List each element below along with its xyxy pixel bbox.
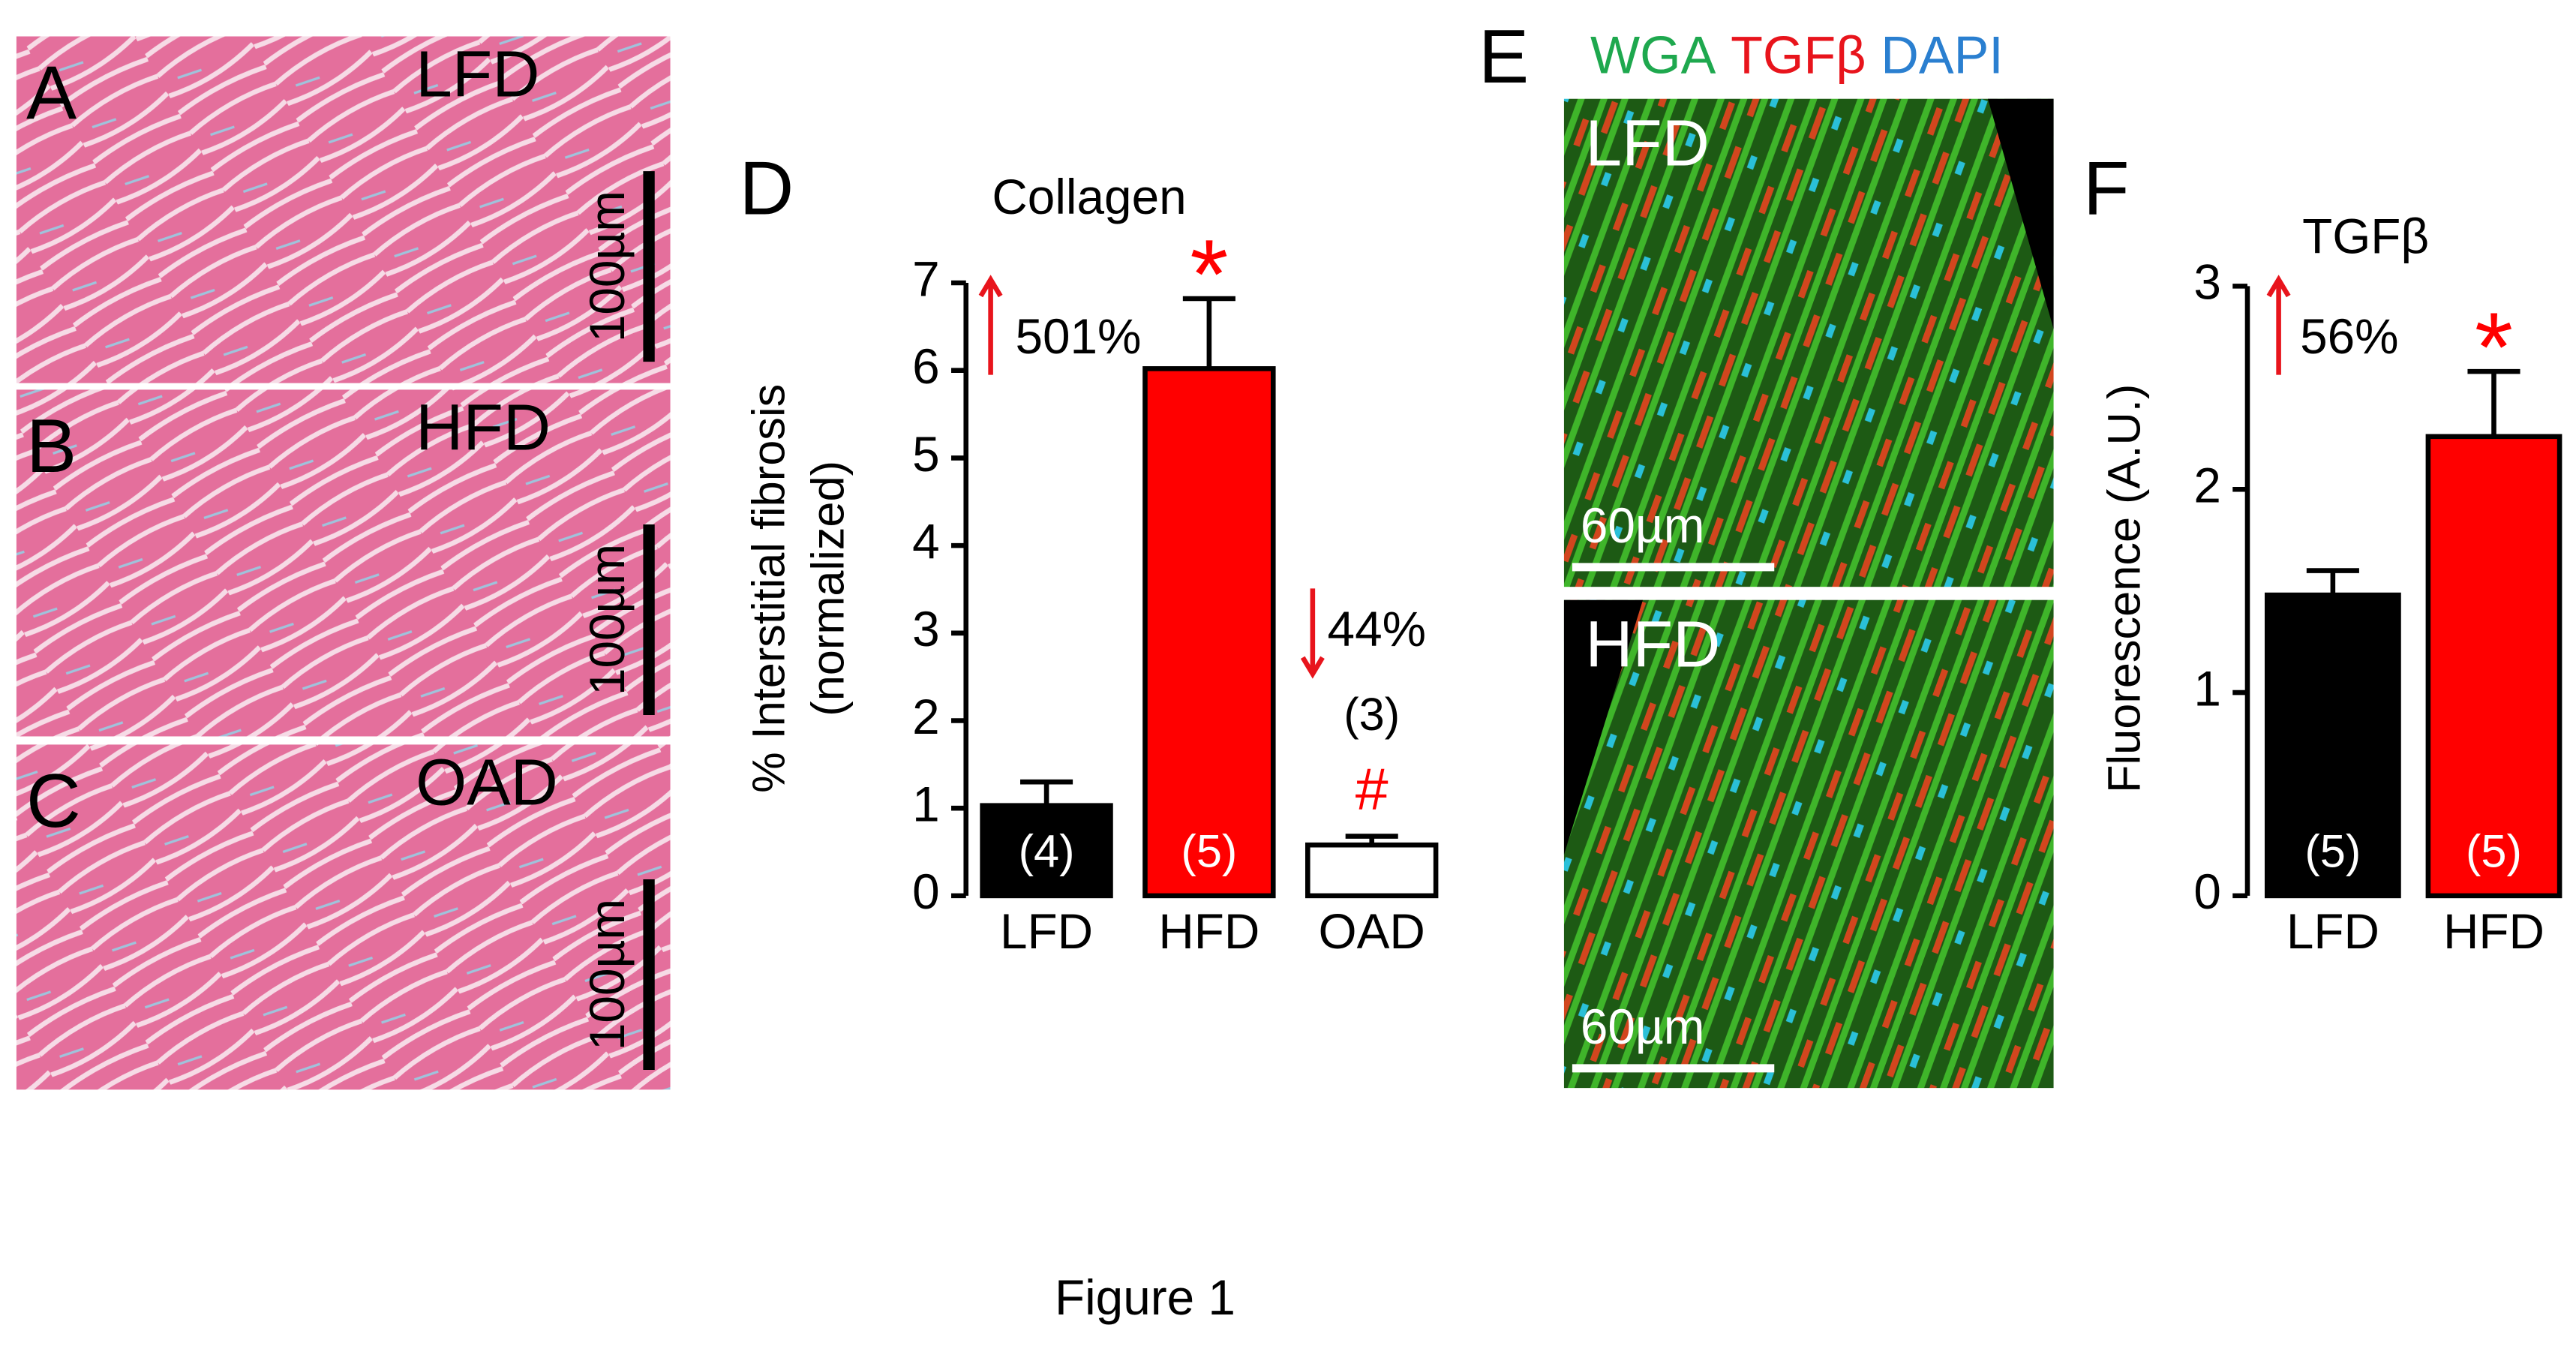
fluorescence-image — [1563, 599, 2054, 1089]
bar — [1305, 842, 1439, 899]
n-label: (3) — [1344, 688, 1400, 740]
stain-label: TGFβ — [1731, 26, 1866, 85]
panel-label: F — [2083, 146, 2130, 230]
y-tick-label: 7 — [912, 251, 940, 306]
n-label: (5) — [2304, 825, 2361, 876]
y-tick-label: 1 — [2193, 661, 2221, 716]
y-axis-label: Fluorescence (A.U.) — [2097, 384, 2149, 793]
x-tick-label: HFD — [1158, 904, 1259, 959]
x-tick-label: LFD — [2286, 904, 2379, 959]
y-tick-label: 3 — [2193, 255, 2221, 310]
bar — [2264, 592, 2401, 899]
y-tick-label: 5 — [912, 427, 940, 482]
fluorescence-image — [1563, 98, 2054, 587]
significance-mark: # — [1356, 756, 1389, 822]
change-arrowhead — [1300, 656, 1325, 679]
group-label: OAD — [416, 745, 558, 819]
panel-label: C — [26, 759, 81, 843]
stain-label: DAPI — [1881, 26, 2004, 85]
y-tick-label: 4 — [912, 514, 940, 569]
x-tick-label: HFD — [2443, 904, 2544, 959]
bar — [2425, 434, 2562, 899]
scale-bar-label: 60µm — [1581, 999, 1705, 1054]
scale-bar-label: 100µm — [580, 191, 635, 342]
scale-bar-label: 100µm — [580, 899, 635, 1050]
n-label: (5) — [1181, 825, 1237, 876]
panel-label: A — [26, 51, 77, 135]
significance-mark: * — [1190, 219, 1228, 329]
change-label: 501% — [1015, 309, 1141, 364]
y-tick-label: 2 — [2193, 458, 2221, 513]
bar — [1142, 366, 1276, 899]
chart-title: Collagen — [992, 170, 1186, 224]
y-tick-label: 3 — [912, 602, 940, 656]
change-label: 56% — [2300, 309, 2398, 364]
histology-image — [16, 744, 671, 1090]
group-label: LFD — [416, 38, 539, 111]
x-tick-label: LFD — [1000, 904, 1093, 959]
group-label: LFD — [1585, 107, 1709, 180]
y-tick-label: 0 — [2193, 864, 2221, 919]
n-label: (4) — [1019, 825, 1075, 876]
y-tick-label: 1 — [912, 777, 940, 832]
bar — [980, 803, 1113, 899]
n-label: (5) — [2466, 825, 2522, 876]
significance-mark: * — [2475, 292, 2513, 402]
histology-image — [16, 36, 671, 383]
y-tick-label: 2 — [912, 690, 940, 744]
group-label: HFD — [1585, 608, 1720, 681]
histology-images — [16, 36, 671, 1090]
stain-label: WGA — [1590, 26, 1716, 85]
change-arrowhead — [978, 275, 1003, 298]
change-label: 44% — [1328, 602, 1426, 656]
change-arrowhead — [2266, 275, 2291, 298]
scale-bar-label: 100µm — [580, 544, 635, 696]
x-tick-label: OAD — [1319, 904, 1425, 959]
y-axis-label: (normalized) — [801, 461, 853, 717]
scale-bar-label: 60µm — [1581, 498, 1705, 553]
figure-caption: Figure 1 — [1055, 1270, 1235, 1325]
y-tick-label: 6 — [912, 339, 940, 394]
panel-label: B — [26, 404, 77, 488]
histology-image — [16, 389, 671, 737]
fluorescence-images — [1563, 98, 2054, 1089]
y-axis-label: % Interstitial fibrosis — [743, 384, 794, 793]
group-label: HFD — [416, 390, 551, 464]
y-tick-label: 0 — [912, 864, 940, 919]
chart-title: TGFβ — [2302, 209, 2429, 263]
panel-label: D — [740, 146, 794, 230]
panel-label: E — [1479, 15, 1529, 99]
